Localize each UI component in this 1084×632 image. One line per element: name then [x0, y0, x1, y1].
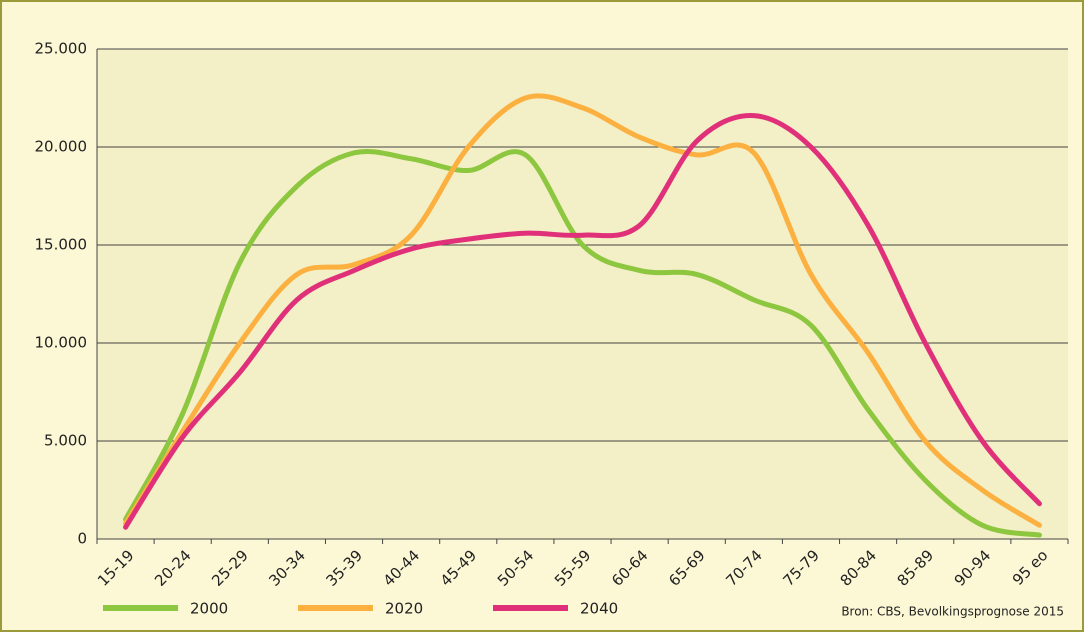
y-tick-label: 25.000: [35, 40, 88, 58]
series-line: [123, 148, 1042, 538]
series-line: [123, 113, 1042, 530]
legend-label: 2020: [385, 600, 423, 618]
y-tick-label: 15.000: [35, 236, 88, 254]
y-tick-label: 0: [77, 530, 87, 548]
plot-area: [97, 49, 1068, 539]
legend-label: 2000: [190, 600, 228, 618]
y-tick-label: 5.000: [44, 432, 87, 450]
y-tick-label: 20.000: [35, 138, 88, 156]
y-tick-label: 10.000: [35, 334, 88, 352]
series-line: [123, 93, 1042, 528]
legend-label: 2040: [580, 600, 618, 618]
source: Bron: CBS, Bevolkingsprognose 2015: [841, 605, 1064, 619]
